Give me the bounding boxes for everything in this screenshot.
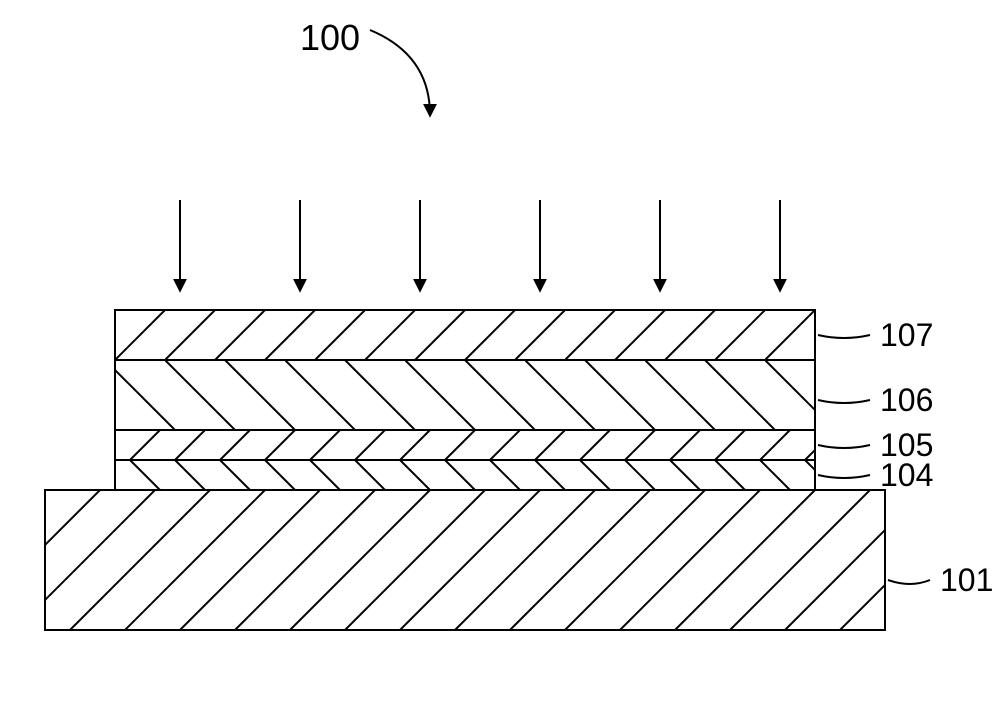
label-107: 107 xyxy=(880,317,933,353)
label-101: 101 xyxy=(940,562,993,598)
diagram-svg: 100107106105104101 xyxy=(0,0,1000,726)
layer-104 xyxy=(85,460,835,490)
label-104: 104 xyxy=(880,457,933,493)
assembly-arrow xyxy=(370,30,430,115)
assembly-label: 100 xyxy=(300,17,360,58)
layer-105 xyxy=(85,430,835,460)
leader-101 xyxy=(888,580,930,584)
label-106: 106 xyxy=(880,382,933,418)
layer-101 xyxy=(0,490,980,630)
layer-106 xyxy=(45,360,835,430)
leader-104 xyxy=(818,475,870,478)
layer-107 xyxy=(65,310,865,360)
leader-107 xyxy=(818,335,870,338)
leader-106 xyxy=(818,400,870,403)
leader-105 xyxy=(818,445,870,448)
